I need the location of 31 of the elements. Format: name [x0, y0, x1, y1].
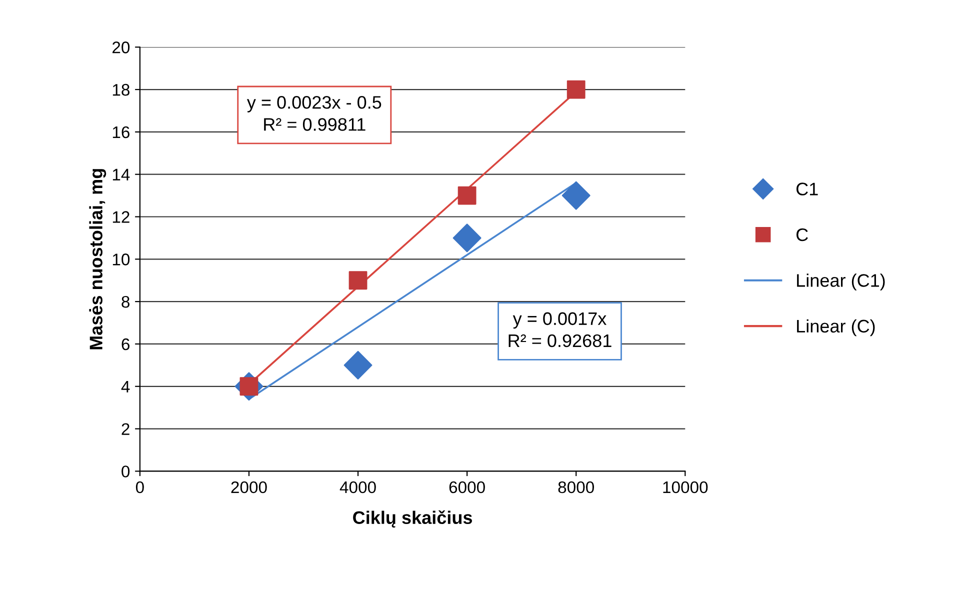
point	[566, 80, 586, 99]
x-tick-label: 8000	[558, 481, 594, 494]
point	[458, 186, 476, 205]
legend-label: C1	[796, 182, 818, 196]
y-tick-label: 18	[112, 84, 130, 96]
x-tick-label: 6000	[449, 481, 485, 494]
x-tick-label: 2000	[231, 481, 267, 494]
x-tick-label: 0	[136, 481, 144, 494]
x-tick-label: 4000	[340, 481, 376, 494]
legend-label: Linear (C)	[797, 319, 875, 336]
y-tick-label: 20	[112, 42, 130, 54]
legend-label: Linear (C1)	[797, 274, 885, 290]
y-tick-label: 0	[122, 466, 130, 478]
y-tick-label: 6	[122, 338, 130, 350]
annotation: y = 0.0023x - 0.5 R² = 0.99811	[246, 96, 382, 131]
y-tick-label: 12	[112, 211, 130, 223]
point	[344, 350, 372, 380]
x-tick-label: 10000	[663, 481, 708, 494]
y-tick-label: 10	[112, 254, 130, 266]
legend-label: C	[796, 228, 808, 242]
y-tick-label: 4	[121, 380, 130, 392]
y-tick-label: 8	[122, 296, 130, 308]
point	[348, 271, 368, 290]
y-axis-title: Masės nuostoliai, mg	[89, 169, 106, 350]
point	[562, 181, 590, 210]
point	[452, 224, 482, 252]
y-tick-label: 2	[122, 423, 130, 435]
y-tick-label: 16	[112, 126, 130, 138]
annotation: y = 0.0017x R² = 0.92681	[508, 312, 612, 348]
y-tick-label: 14	[112, 168, 130, 180]
x-axis-title: Ciklų skaičius	[353, 510, 472, 528]
